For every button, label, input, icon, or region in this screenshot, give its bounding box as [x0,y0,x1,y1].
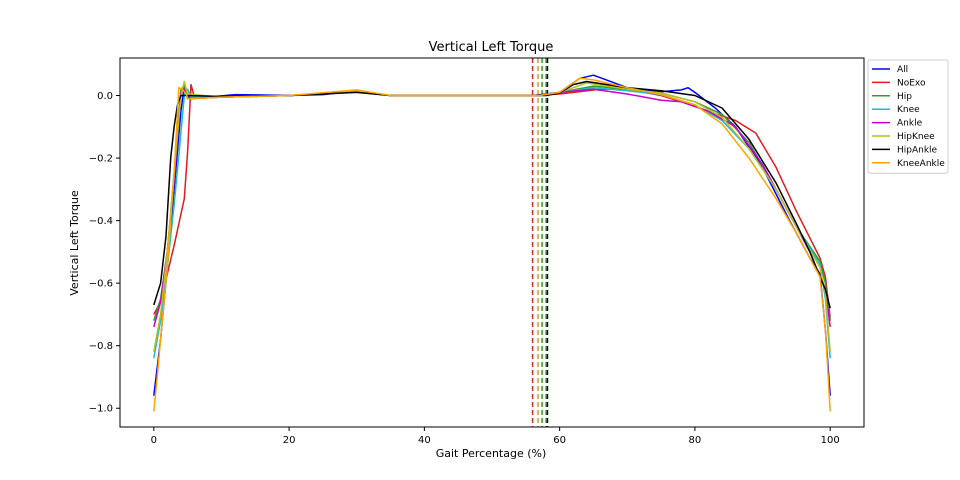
series-line-knee [153,86,831,359]
y-tick-label: −0.6 [89,279,113,290]
legend-label-knee: Knee [897,105,920,115]
legend-label-hipankle: HipAnkle [897,145,938,155]
legend-label-hip: Hip [897,92,912,102]
y-tick-label: −0.2 [89,154,113,165]
legend-label-noexo: NoExo [897,78,926,88]
series-line-hipankle [153,80,831,309]
x-tick-label: 0 [151,435,157,446]
chart-title: Vertical Left Torque [429,40,554,55]
x-tick-label: 80 [689,435,702,446]
plot-frame [119,57,865,428]
y-tick-label: −0.8 [89,341,113,352]
legend-label-kneeankle: KneeAnkle [897,159,945,169]
y-axis-ticks: 0.0 −0.2 −0.4 −0.6 −0.8 −1.0 [89,91,120,415]
plot-area [119,57,865,428]
y-tick-label: −1.0 [89,404,113,415]
legend-label-ankle: Ankle [897,119,923,129]
x-tick-label: 100 [821,435,840,446]
series-line-noexo [153,83,831,318]
y-axis-label: Vertical Left Torque [68,190,81,296]
legend-label-hipknee: HipKnee [897,132,935,142]
legend-label-all: All [897,65,908,75]
series-line-hip [153,85,831,321]
x-tick-label: 60 [553,435,566,446]
x-tick-label: 40 [418,435,431,446]
x-tick-label: 20 [283,435,296,446]
legend-box [867,59,949,174]
x-axis-ticks: 0 20 40 60 80 100 [151,427,840,446]
legend: AllNoExoHipKneeAnkleHipKneeHipAnkleKneeA… [867,59,949,174]
series-line-kneeankle [153,77,831,412]
series-lines [153,74,831,412]
y-tick-label: 0.0 [97,91,113,102]
y-tick-label: −0.4 [89,216,113,227]
x-axis-label: Gait Percentage (%) [436,447,547,460]
